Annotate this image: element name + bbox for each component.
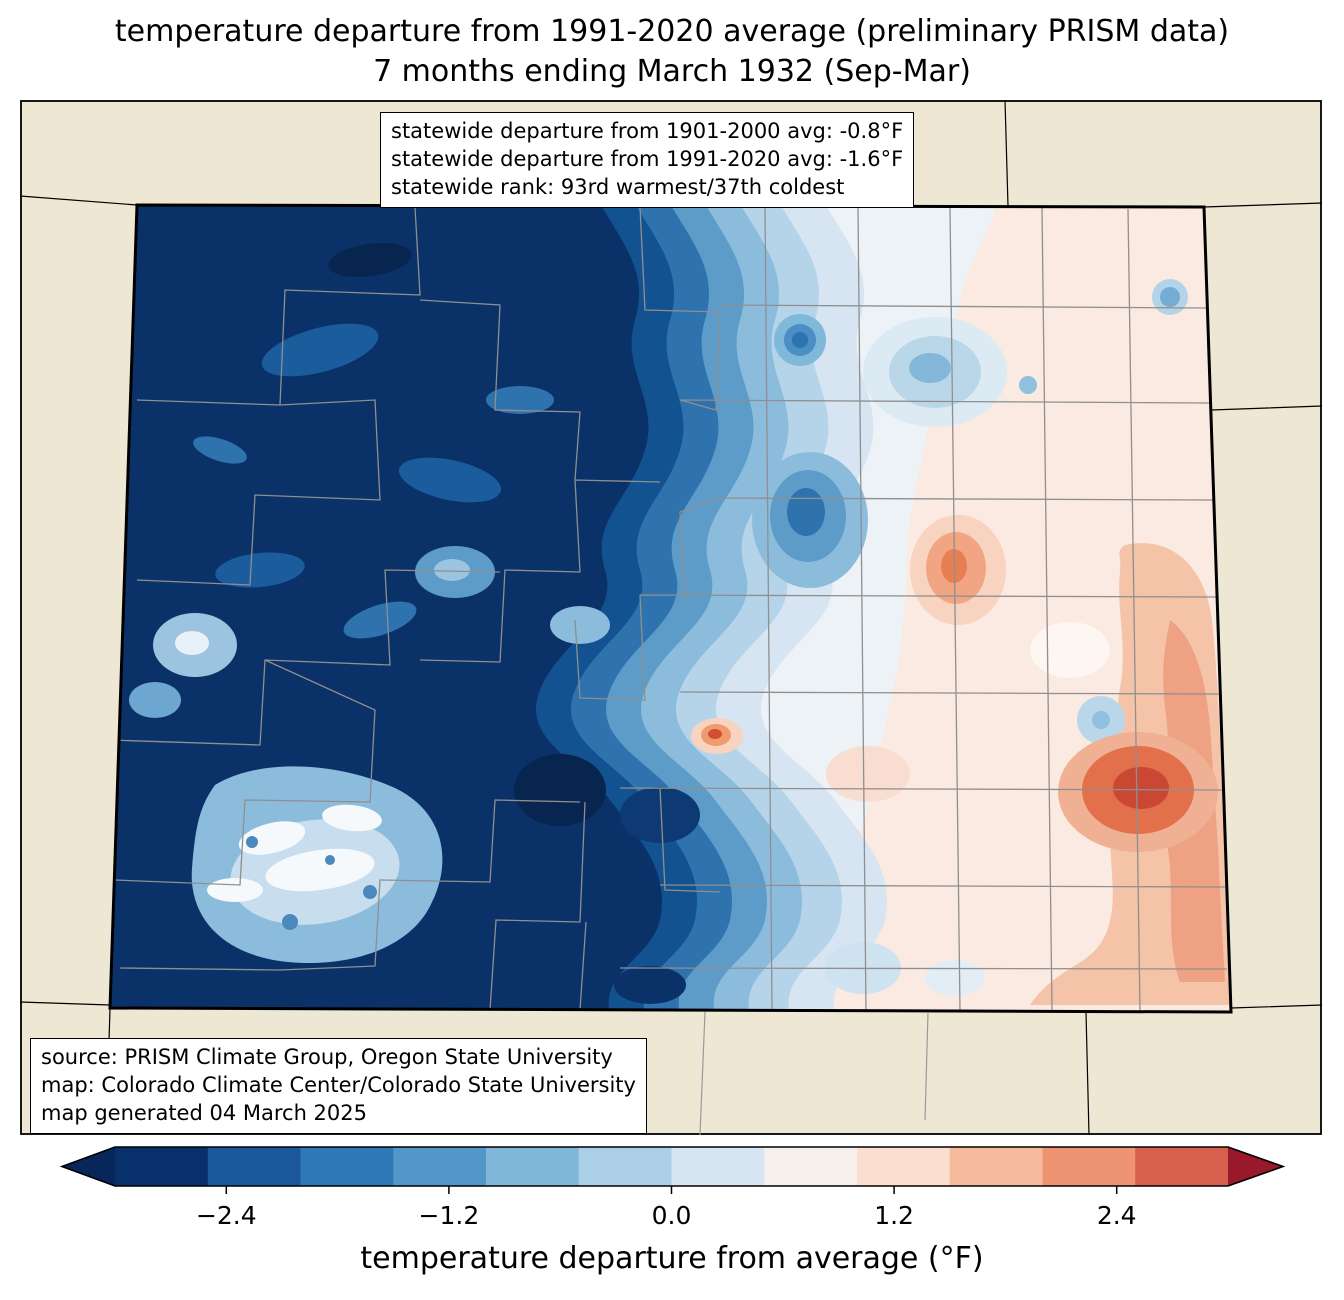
colorbar-segment <box>1042 1147 1136 1186</box>
credits-line-1: source: PRISM Climate Group, Oregon Stat… <box>41 1045 613 1069</box>
colorbar-segment <box>115 1147 209 1186</box>
colorbar-segment <box>949 1147 1044 1186</box>
colorbar-segment <box>671 1147 765 1186</box>
colorbar-tick-label: 0.0 <box>652 1201 692 1230</box>
stats-line-3: statewide rank: 93rd warmest/37th coldes… <box>391 174 845 199</box>
colorbar-segment <box>857 1147 951 1186</box>
colorbar-tick-label: −1.2 <box>419 1201 480 1230</box>
county-lines <box>110 206 1228 1012</box>
stats-line-1: statewide departure from 1901-2000 avg: … <box>391 119 904 143</box>
colorbar-segments <box>115 1147 1229 1186</box>
neighbor-county-lines <box>699 1011 929 1135</box>
colorbar-outline <box>59 1146 1286 1187</box>
credits-line-2: map: Colorado Climate Center/Colorado St… <box>41 1072 636 1097</box>
colorbar-tick-label: 2.4 <box>1097 1201 1137 1230</box>
colorbar-tick-label: 1.2 <box>874 1201 914 1230</box>
title-line-2: 7 months ending March 1932 (Sep-Mar) <box>373 53 971 89</box>
colorbar-segment <box>207 1147 302 1186</box>
colorbar-segment <box>393 1147 487 1186</box>
colorado-anomaly-map <box>20 100 1322 1135</box>
title-line-1: temperature departure from 1991-2020 ave… <box>114 14 1230 49</box>
colorbar: −2.4 −1.2 0.0 1.2 2.4 temperature departure … <box>59 1146 1286 1276</box>
colorbar-right-arrow <box>1228 1147 1283 1186</box>
colorbar-segment <box>300 1147 394 1186</box>
colorbar-segment <box>486 1147 580 1186</box>
credits-line-3: map generated 04 March 2025 <box>41 1100 368 1125</box>
colorbar-tick-label: −2.4 <box>196 1201 257 1230</box>
colorbar-segment <box>1135 1147 1229 1186</box>
colorbar-axis-label: temperature departure from average (°F) <box>360 1241 983 1276</box>
stats-line-2: statewide departure from 1991-2020 avg: … <box>391 146 904 171</box>
colorbar-left-arrow <box>62 1147 115 1186</box>
statewide-stats-box: statewide departure from 1901-2000 avg: … <box>380 112 915 208</box>
contour-fill <box>110 205 1231 1012</box>
colorbar-segment <box>764 1147 858 1186</box>
colorbar-segment <box>578 1147 673 1186</box>
credits-box: source: PRISM Climate Group, Oregon Stat… <box>30 1038 647 1134</box>
colorbar-ticks: −2.4 −1.2 0.0 1.2 2.4 <box>196 1186 1137 1230</box>
figure-title: temperature departure from 1991-2020 ave… <box>0 12 1344 91</box>
